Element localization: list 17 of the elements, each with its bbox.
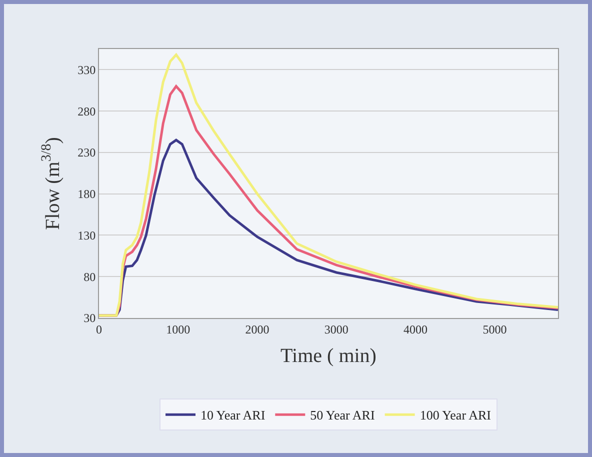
y-tick-label: 180 — [78, 187, 96, 202]
x-tick-label: 2000 — [245, 322, 270, 336]
x-tick-label: 0 — [96, 322, 102, 336]
x-tick-label: 3000 — [324, 322, 348, 336]
x-tick-label: 5000 — [482, 322, 507, 336]
y-tick-label: 130 — [78, 228, 96, 242]
x-tick-label: 4000 — [404, 322, 428, 336]
legend-label: 100 Year ARI — [420, 408, 491, 423]
y-tick-label: 330 — [78, 62, 96, 77]
y-tick-label: 30 — [84, 311, 96, 326]
y-tick-label: 230 — [78, 146, 96, 160]
x-axis-title: Time ( min) — [280, 344, 376, 367]
y-tick-label: 80 — [84, 270, 96, 284]
x-tick-label: 1000 — [166, 322, 190, 336]
legend-label: 50 Year ARI — [310, 408, 375, 423]
y-tick-label: 280 — [78, 104, 96, 118]
legend-label: 10 Year ARI — [200, 408, 266, 423]
